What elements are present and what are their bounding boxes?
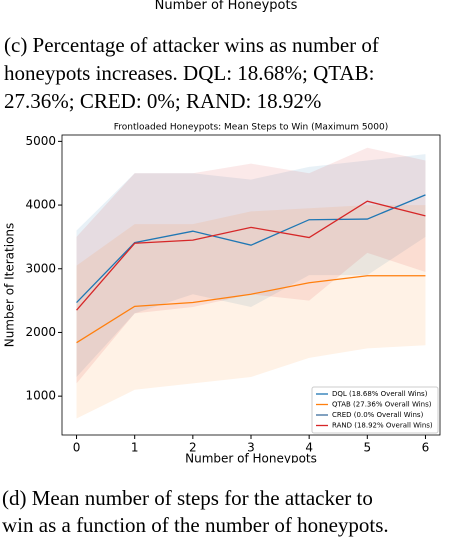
x-axis-label: Number of Honeypots (185, 452, 317, 464)
series-line (76, 275, 426, 344)
error-band (76, 154, 426, 378)
y-tick-label: 3000 (25, 261, 56, 275)
plot-frame (61, 134, 441, 436)
y-axis-label: Number of Iterations (3, 223, 17, 348)
legend-label: CRED (0.0% Overall Wins) (332, 411, 424, 419)
y-tick-label: 4000 (25, 198, 56, 212)
cut-axis-label: Number of Honeypots (154, 0, 298, 13)
caption-line: (d) Mean number of steps for the attacke… (2, 486, 373, 510)
legend-label: RAND (18.92% Overall Wins) (332, 422, 433, 430)
caption-line: win as a function of the number of honey… (2, 513, 389, 537)
legend: DQL (18.68% Overall Wins) QTAB (27.36% Ov… (311, 386, 439, 434)
series-line (76, 200, 426, 311)
legend-label: DQL (18.68% Overall Wins) (332, 390, 428, 398)
y-tick-label: 1000 (25, 389, 56, 403)
chart: Frontloaded Honeypots: Mean Steps to Win… (3, 123, 441, 464)
x-tick-label: 4 (305, 441, 313, 455)
caption-line: honeypots increases. DQL: 18.68%; QTAB: (4, 61, 375, 85)
x-tick-label: 3 (247, 441, 255, 455)
y-tick-label: 5000 (25, 134, 56, 148)
legend-label: QTAB (27.36% Overall Wins) (332, 401, 432, 409)
legend-box (311, 386, 439, 434)
caption-line: (c) Percentage of attacker wins as numbe… (4, 33, 379, 57)
y-tick-label: 2000 (25, 325, 56, 339)
error-band (76, 147, 426, 384)
x-tick-label: 5 (363, 441, 371, 455)
x-tick-label: 2 (189, 441, 197, 455)
x-tick-label: 1 (131, 441, 139, 455)
x-tick-label: 6 (422, 441, 430, 455)
x-tick-label: 0 (73, 441, 81, 455)
chart-title: Frontloaded Honeypots: Mean Steps to Win… (114, 123, 389, 133)
caption-line: 27.36%; CRED: 0%; RAND: 18.92% (4, 89, 322, 113)
error-band (76, 205, 426, 419)
